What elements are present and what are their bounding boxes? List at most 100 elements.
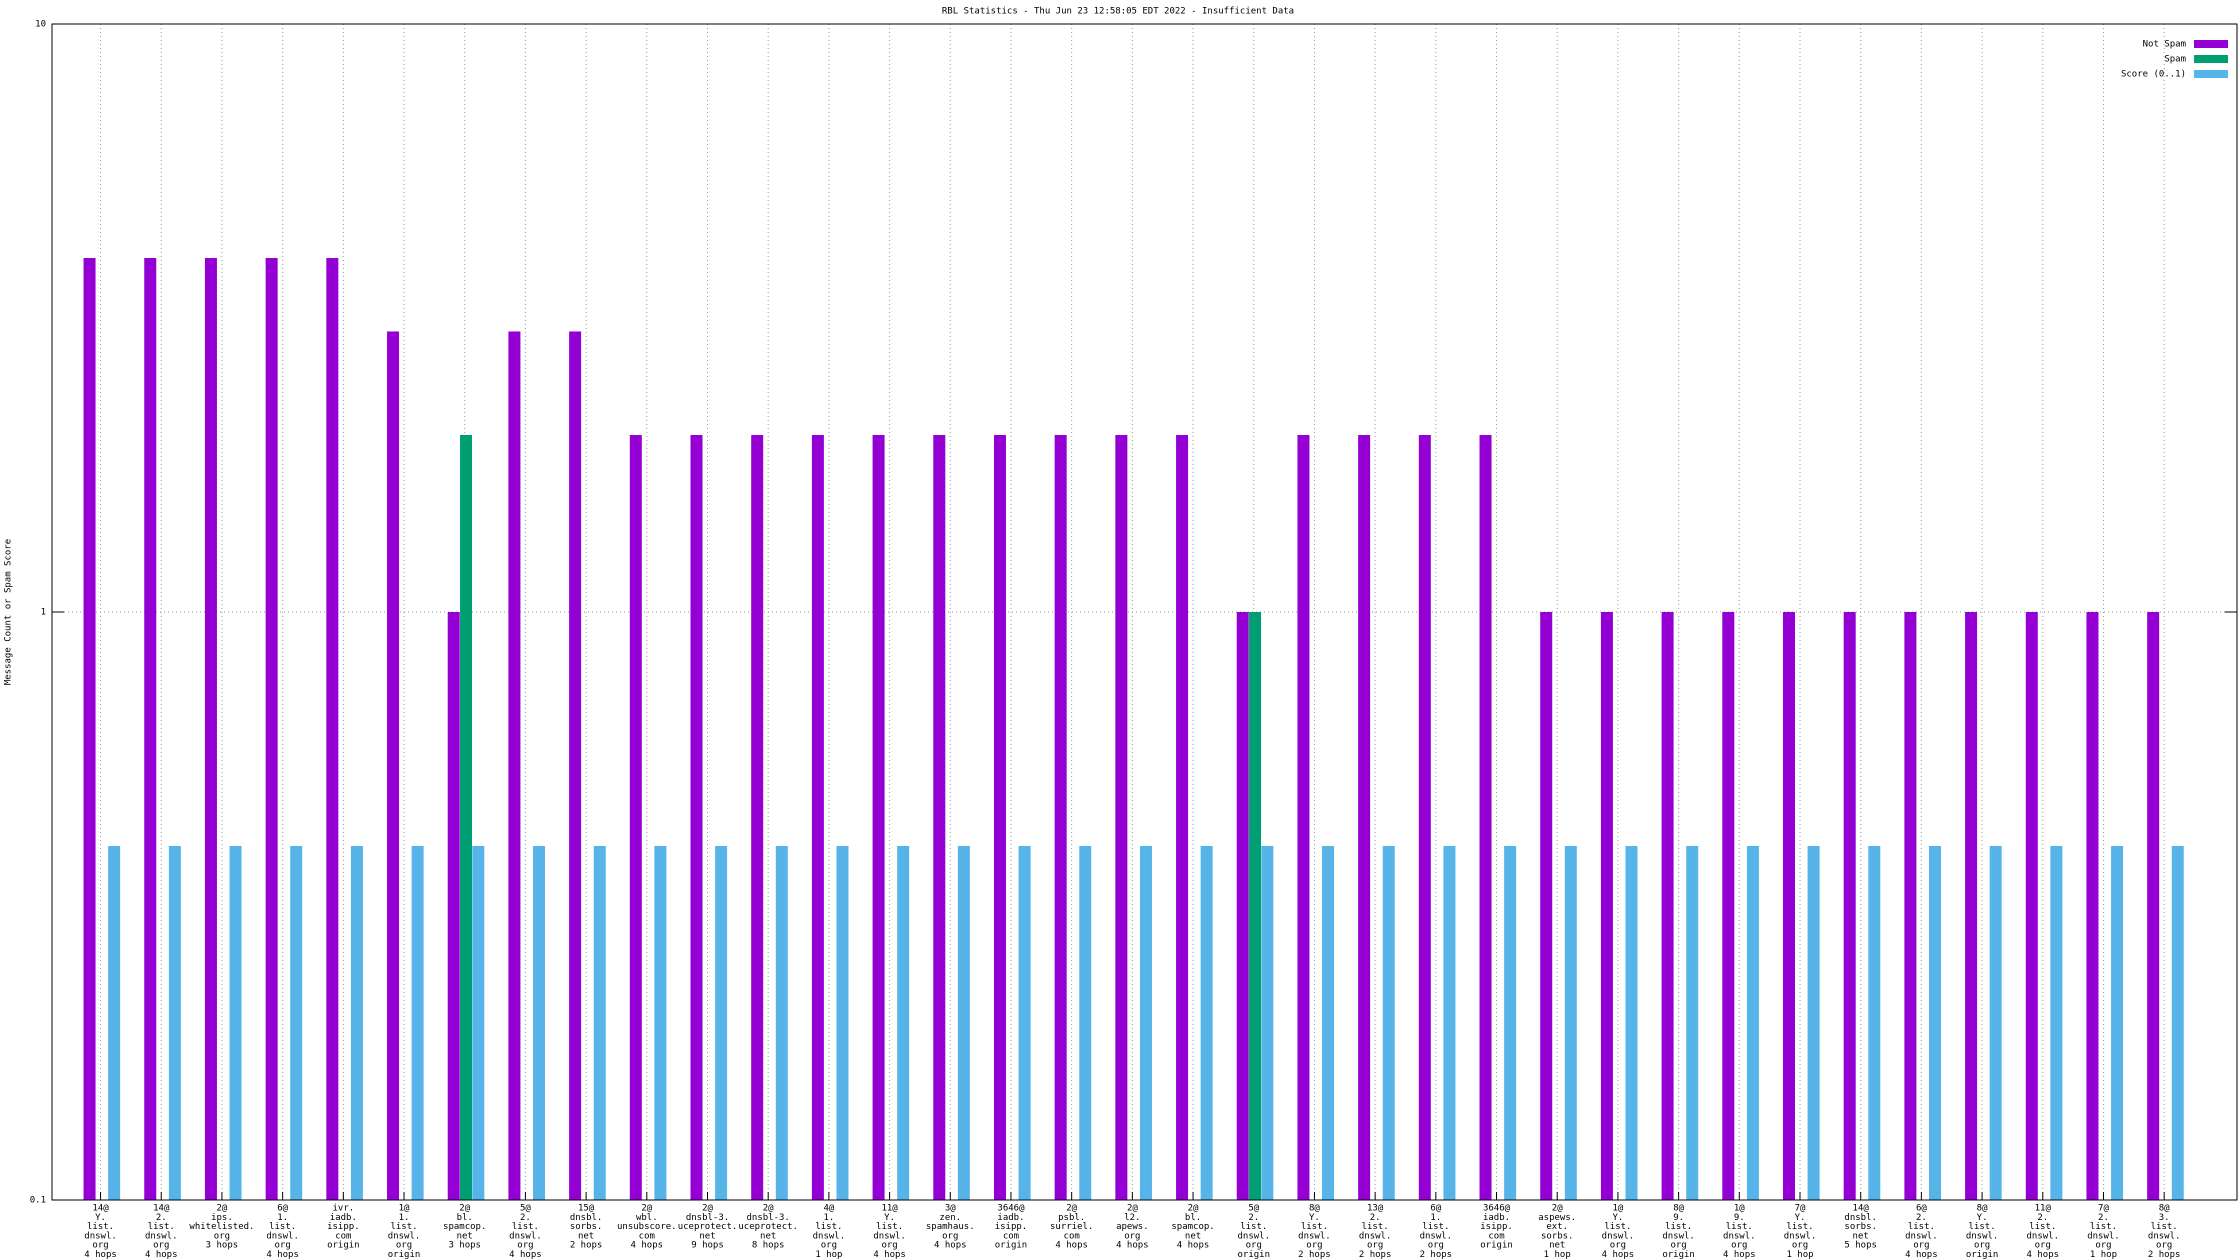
bar bbox=[775, 845, 788, 1200]
x-tick-label: 2 hops bbox=[570, 1241, 603, 1251]
bar bbox=[2111, 845, 2124, 1200]
x-tick-label: net bbox=[457, 1231, 473, 1241]
x-tick-label: list. bbox=[1604, 1222, 1631, 1232]
x-tick-label: dnsbl. bbox=[1844, 1213, 1877, 1223]
x-tick-label: 2. bbox=[2098, 1213, 2109, 1223]
x-tick-label: 13@ bbox=[1367, 1204, 1384, 1214]
x-tick-label: Y. bbox=[1977, 1213, 1988, 1223]
x-tick-label: origin bbox=[995, 1241, 1028, 1251]
x-tick-label: org bbox=[2095, 1241, 2111, 1251]
x-tick-label: list. bbox=[512, 1222, 539, 1232]
x-tick-label: 7@ bbox=[2098, 1204, 2109, 1214]
bar bbox=[411, 845, 424, 1200]
x-tick-label: 4 hops bbox=[1723, 1250, 1756, 1260]
x-tick-label: 14@ bbox=[92, 1204, 109, 1214]
x-tick-label: 8@ bbox=[1309, 1204, 1320, 1214]
chart-title: RBL Statistics - Thu Jun 23 12:58:05 EDT… bbox=[942, 7, 1294, 17]
bar bbox=[1418, 434, 1431, 1200]
x-tick-label: org bbox=[821, 1241, 837, 1251]
bar bbox=[593, 845, 606, 1200]
x-tick-label: dnswl. bbox=[1602, 1231, 1635, 1241]
x-tick-label: org bbox=[396, 1241, 412, 1251]
x-tick-label: 9. bbox=[1734, 1213, 1745, 1223]
bar bbox=[2025, 612, 2038, 1200]
x-tick-label: surriel. bbox=[1050, 1222, 1093, 1232]
x-tick-label: 8@ bbox=[1673, 1204, 1684, 1214]
x-tick-label: 1@ bbox=[1734, 1204, 1745, 1214]
x-tick-label: origin bbox=[1237, 1250, 1270, 1260]
x-tick-label: isipp. bbox=[995, 1222, 1028, 1232]
bar bbox=[326, 257, 339, 1200]
y-tick-label: 0.1 bbox=[30, 1196, 46, 1206]
x-tick-label: 14@ bbox=[153, 1204, 170, 1214]
bar bbox=[229, 845, 242, 1200]
x-tick-label: org bbox=[1306, 1241, 1322, 1251]
x-tick-label: list. bbox=[815, 1222, 842, 1232]
bar bbox=[1297, 434, 1310, 1200]
x-tick-label: dnswl. bbox=[1237, 1231, 1270, 1241]
x-tick-label: 4 hops bbox=[1905, 1250, 1938, 1260]
bar bbox=[1249, 612, 1262, 1200]
x-tick-label: list. bbox=[87, 1222, 114, 1232]
x-tick-label: dnswl. bbox=[1784, 1231, 1817, 1241]
x-tick-label: iadb. bbox=[1483, 1213, 1510, 1223]
bar bbox=[897, 845, 910, 1200]
x-tick-label: net bbox=[1549, 1241, 1565, 1251]
bar bbox=[993, 434, 1006, 1200]
x-tick-label: 2@ bbox=[702, 1204, 713, 1214]
bar bbox=[1479, 434, 1492, 1200]
bar bbox=[872, 434, 885, 1200]
x-tick-label: 4 hops bbox=[631, 1241, 664, 1251]
x-tick-label: dnswl. bbox=[1420, 1231, 1453, 1241]
x-tick-label: Y. bbox=[1309, 1213, 1320, 1223]
bar bbox=[1054, 434, 1067, 1200]
bar bbox=[569, 331, 582, 1200]
x-tick-label: 1@ bbox=[1612, 1204, 1623, 1214]
x-tick-label: org bbox=[881, 1241, 897, 1251]
x-tick-label: list. bbox=[1786, 1222, 1813, 1232]
x-tick-label: unsubscore. bbox=[617, 1222, 677, 1232]
bar bbox=[1358, 434, 1371, 1200]
x-tick-label: 2@ bbox=[641, 1204, 652, 1214]
x-tick-label: 3. bbox=[2159, 1213, 2170, 1223]
x-tick-label: org bbox=[1670, 1241, 1686, 1251]
bar bbox=[2171, 845, 2184, 1200]
bar bbox=[690, 434, 703, 1200]
x-tick-label: dnswl. bbox=[388, 1231, 421, 1241]
bar bbox=[508, 331, 521, 1200]
x-tick-label: 7@ bbox=[1795, 1204, 1806, 1214]
bar bbox=[290, 845, 303, 1200]
bar bbox=[1443, 845, 1456, 1200]
x-tick-label: list. bbox=[1301, 1222, 1328, 1232]
x-tick-label: org bbox=[1428, 1241, 1444, 1251]
x-tick-label: 3@ bbox=[945, 1204, 956, 1214]
bar bbox=[654, 845, 667, 1200]
x-tick-label: bl. bbox=[457, 1213, 473, 1223]
x-tick-label: 4 hops bbox=[509, 1250, 542, 1260]
bar bbox=[1018, 845, 1031, 1200]
x-tick-label: 1. bbox=[399, 1213, 410, 1223]
x-tick-label: 2. bbox=[1248, 1213, 1259, 1223]
x-tick-label: com bbox=[639, 1231, 655, 1241]
bar bbox=[1661, 612, 1674, 1200]
x-tick-label: origin bbox=[1662, 1250, 1695, 1260]
x-tick-label: 9 hops bbox=[691, 1241, 724, 1251]
x-tick-label: 2@ bbox=[1066, 1204, 1077, 1214]
x-tick-label: 1@ bbox=[399, 1204, 410, 1214]
bar bbox=[1079, 845, 1092, 1200]
bar bbox=[1928, 845, 1941, 1200]
x-tick-label: aspews. bbox=[1538, 1213, 1576, 1223]
x-tick-label: dnswl. bbox=[1298, 1231, 1331, 1241]
x-tick-label: 1 hop bbox=[1786, 1250, 1813, 1260]
x-tick-label: 1. bbox=[1430, 1213, 1441, 1223]
x-tick-label: 1. bbox=[277, 1213, 288, 1223]
bar bbox=[1139, 845, 1152, 1200]
x-tick-label: 4 hops bbox=[1602, 1250, 1635, 1260]
x-tick-label: list. bbox=[390, 1222, 417, 1232]
x-tick-label: net bbox=[760, 1231, 776, 1241]
bar bbox=[811, 434, 824, 1200]
x-tick-label: dnsbl-3. bbox=[686, 1213, 729, 1223]
bar bbox=[836, 845, 849, 1200]
x-tick-label: 8@ bbox=[2159, 1204, 2170, 1214]
x-tick-label: org bbox=[92, 1241, 108, 1251]
